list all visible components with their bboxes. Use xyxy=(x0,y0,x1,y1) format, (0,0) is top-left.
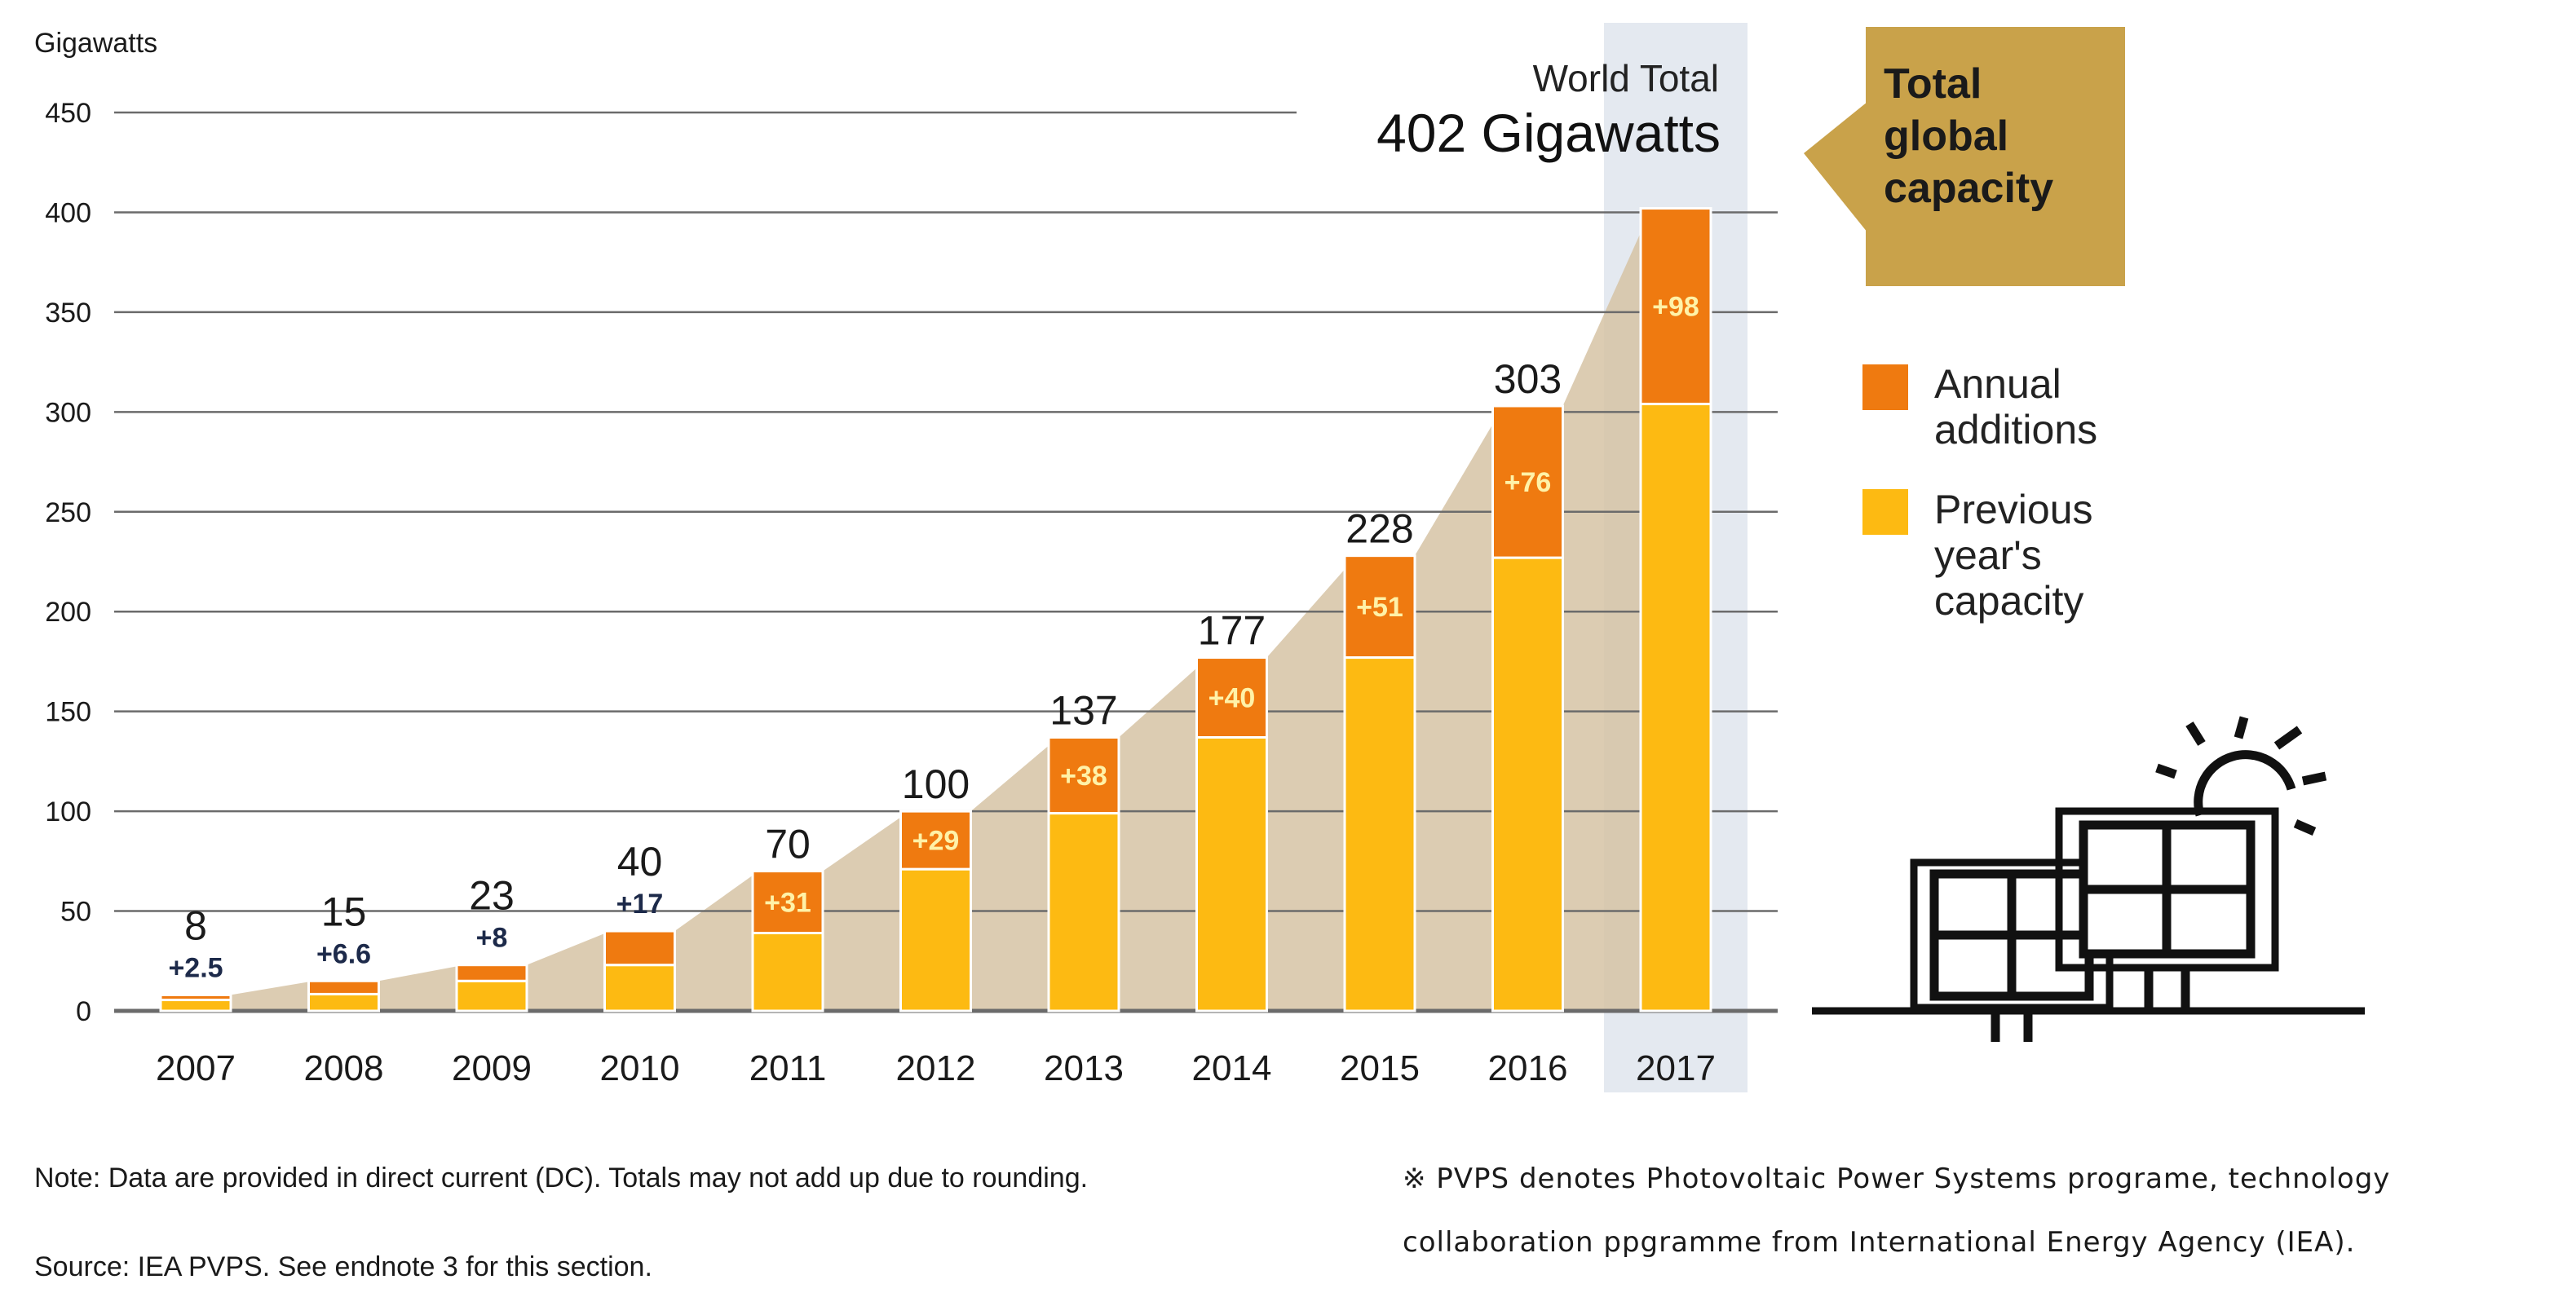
annual-addition-label: +2.5 xyxy=(168,952,223,983)
bar-annual-2014 xyxy=(1195,656,1268,739)
sun-icon xyxy=(2194,750,2296,817)
callout-pointer xyxy=(1804,102,1867,232)
bar-annual-2013 xyxy=(1047,736,1120,815)
total-value-label: 15 xyxy=(321,889,367,934)
y-tick-label: 250 xyxy=(45,497,91,528)
x-tick-label: 2012 xyxy=(896,1048,976,1088)
total-value-label: 40 xyxy=(617,839,663,885)
annual-addition-label: +6.6 xyxy=(316,938,371,969)
annual-addition-label: +98 xyxy=(1652,292,1699,323)
bar-labels: +2.5 8 +6.6 15 +8 23 +17 40 +31 70 +29 100 +38 137 +40… xyxy=(168,292,1699,984)
total-value-label: 8 xyxy=(184,902,207,948)
total-value-label: 100 xyxy=(902,761,970,807)
bar-previous-2011 xyxy=(751,931,824,1013)
bar-previous-2009 xyxy=(455,979,528,1013)
sun-ray-icon xyxy=(2234,716,2249,739)
y-tick-label: 150 xyxy=(45,697,91,728)
callout-line-2: global xyxy=(1884,113,2008,160)
bars xyxy=(159,207,1712,1013)
total-value-label: 177 xyxy=(1198,608,1266,654)
annual-addition-label: +29 xyxy=(912,826,960,857)
footer-pvps-line-1: ※ PVPS denotes Photovoltaic Power System… xyxy=(1403,1163,2391,1195)
y-tick-label: 350 xyxy=(45,298,91,329)
y-tick-label: 450 xyxy=(45,98,91,129)
y-tick-label: 50 xyxy=(60,897,91,928)
legend-previous-line-1: Previous xyxy=(1934,487,2093,532)
footer-source: Source: IEA PVPS. See endnote 3 for this… xyxy=(34,1251,652,1282)
total-value-label: 70 xyxy=(765,822,811,867)
callout-line-3: capacity xyxy=(1884,165,2053,212)
x-tick-label: 2010 xyxy=(600,1048,680,1088)
bar-previous-2013 xyxy=(1047,812,1120,1013)
bar-annual-2007 xyxy=(159,993,232,1002)
annual-addition-label: +76 xyxy=(1505,467,1552,498)
x-tick-label: 2007 xyxy=(156,1048,236,1088)
legend-previous-line-2: year's xyxy=(1934,532,2042,578)
bar-previous-2014 xyxy=(1195,736,1268,1013)
x-tick-label: 2011 xyxy=(749,1048,827,1088)
bar-annual-2010 xyxy=(603,929,676,967)
y-tick-label: 0 xyxy=(76,996,91,1027)
world-total-label: World Total xyxy=(1533,57,1719,99)
annual-addition-label: +8 xyxy=(476,923,508,954)
footer-note: Note: Data are provided in direct curren… xyxy=(34,1163,1089,1193)
bar-annual-2009 xyxy=(455,964,528,982)
x-tick-label: 2009 xyxy=(452,1048,532,1088)
x-tick-label: 2013 xyxy=(1044,1048,1124,1088)
bar-annual-2017 xyxy=(1639,207,1712,406)
callout-line-1: Total xyxy=(1884,60,1982,108)
bar-previous-2007 xyxy=(159,999,232,1013)
bar-annual-2011 xyxy=(751,870,824,934)
x-tick-label: 2014 xyxy=(1192,1048,1272,1088)
annual-addition-label: +31 xyxy=(764,888,811,919)
bar-previous-2008 xyxy=(307,992,380,1013)
annual-addition-label: +51 xyxy=(1356,592,1403,623)
world-total-value: 402 Gigawatts xyxy=(1376,103,1721,163)
bar-annual-2015 xyxy=(1343,554,1416,660)
bar-annual-2008 xyxy=(307,979,380,995)
bar-annual-2012 xyxy=(899,810,972,871)
y-axis-ticks: 0 50 100 150 200 250 300 350 400 450 xyxy=(45,98,91,1027)
total-value-label: 303 xyxy=(1494,356,1562,402)
y-tick-label: 100 xyxy=(45,796,91,827)
x-axis-ticks: 2007 2008 2009 2010 2011 2012 2013 2014 2015 2016… xyxy=(156,1048,1716,1088)
x-tick-label: 2008 xyxy=(304,1048,384,1088)
legend-annual-line-1: Annual xyxy=(1934,361,2061,407)
bar-previous-2016 xyxy=(1491,556,1564,1013)
solar-panels-icon xyxy=(1812,716,2365,1042)
x-tick-label: 2016 xyxy=(1488,1048,1568,1088)
total-value-label: 137 xyxy=(1049,688,1117,734)
annual-addition-label: +38 xyxy=(1060,761,1107,792)
y-axis-label: Gigawatts xyxy=(34,28,157,59)
legend-swatch-previous xyxy=(1862,489,1908,535)
legend-swatch-annual xyxy=(1862,364,1908,410)
y-tick-label: 300 xyxy=(45,397,91,428)
y-tick-label: 400 xyxy=(45,197,91,228)
x-tick-label: 2017 xyxy=(1636,1048,1716,1088)
total-value-label: 228 xyxy=(1345,506,1413,552)
callout-total-global-capacity: Total global capacity xyxy=(1804,27,2125,286)
legend-annual-line-2: additions xyxy=(1934,407,2097,452)
legend-previous-line-3: capacity xyxy=(1934,578,2083,624)
bar-previous-2012 xyxy=(899,867,972,1013)
callout-box xyxy=(1866,27,2125,286)
bar-annual-2016 xyxy=(1491,404,1564,559)
bar-previous-2015 xyxy=(1343,656,1416,1013)
annual-addition-label: +17 xyxy=(616,889,664,920)
bar-previous-2010 xyxy=(603,964,676,1013)
total-value-label: 23 xyxy=(469,873,515,919)
legend: Annual additions Previous year's capacit… xyxy=(1862,361,2097,624)
x-tick-label: 2015 xyxy=(1340,1048,1420,1088)
annual-addition-label: +40 xyxy=(1208,683,1256,714)
bar-previous-2017 xyxy=(1639,403,1712,1013)
y-tick-label: 200 xyxy=(45,597,91,628)
footer-pvps-line-2: collaboration ppgramme from Internationa… xyxy=(1403,1226,2356,1259)
